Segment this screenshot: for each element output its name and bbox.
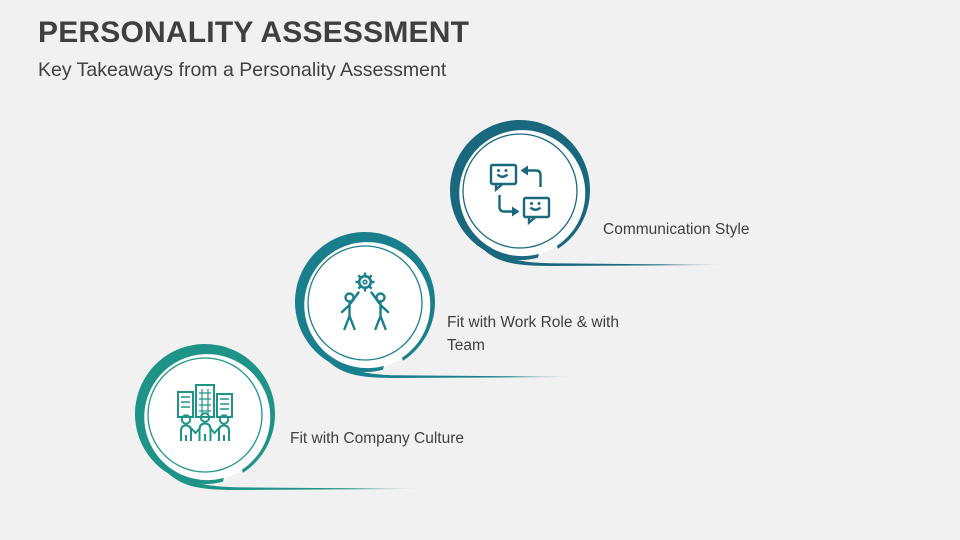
icon-circle — [307, 245, 423, 361]
icon-circle — [462, 133, 578, 249]
step-graphic — [294, 231, 578, 378]
slide-title: PERSONALITY ASSESSMENT — [38, 16, 470, 49]
step-work-role-team — [290, 224, 585, 396]
communication-style-icon — [489, 163, 551, 226]
company-culture-icon — [177, 384, 233, 441]
step-company-culture — [130, 336, 430, 508]
step-graphic — [449, 119, 728, 266]
step-label: Communication Style — [603, 221, 750, 238]
step-graphic — [134, 343, 423, 490]
step-communication-style — [445, 112, 737, 284]
step-label: Fit with Company Culture — [290, 430, 465, 447]
icon-circle — [147, 357, 263, 473]
team-role-icon — [340, 272, 390, 331]
step-label: Fit with Work Role & with Team — [447, 314, 619, 354]
slide-subtitle: Key Takeaways from a Personality Assessm… — [38, 59, 447, 81]
